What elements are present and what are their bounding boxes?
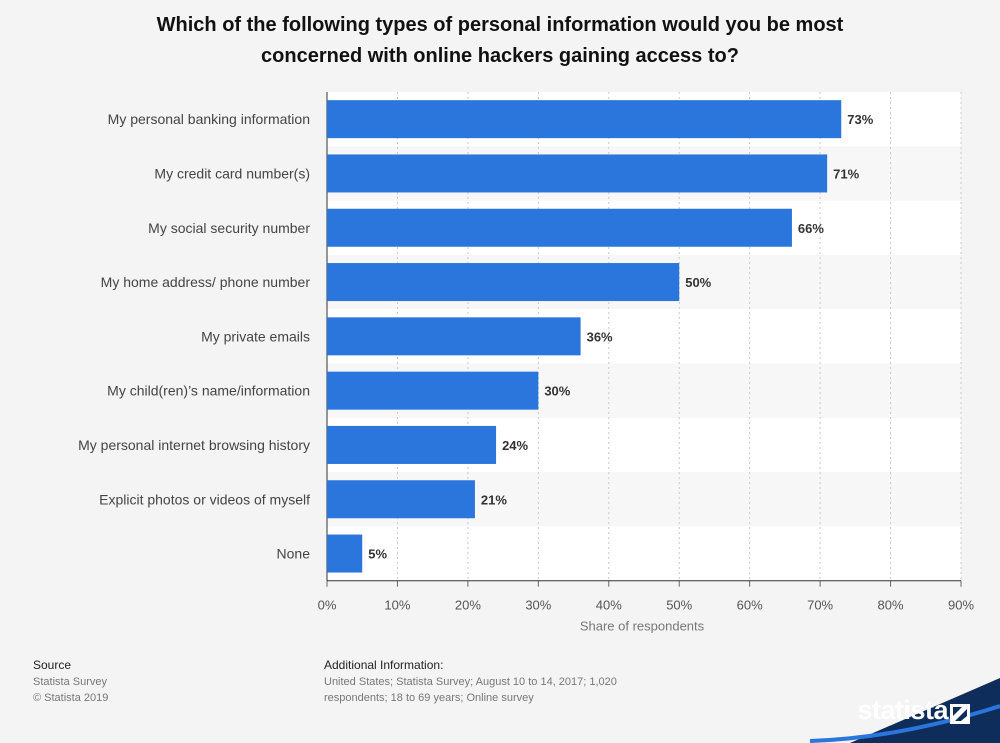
x-tick-label: 90% bbox=[948, 598, 974, 613]
logo-wordmark: statista bbox=[857, 695, 948, 725]
category-label: My social security number bbox=[148, 220, 310, 236]
bar bbox=[327, 425, 497, 464]
data-label: 36% bbox=[587, 329, 613, 344]
bar bbox=[327, 263, 680, 302]
additional-info-label: Additional Information: bbox=[324, 658, 444, 672]
additional-info-line: respondents; 18 to 69 years; Online surv… bbox=[324, 692, 534, 704]
bar bbox=[327, 208, 792, 247]
data-label: 50% bbox=[685, 275, 711, 290]
x-tick-label: 30% bbox=[525, 598, 551, 613]
bar bbox=[327, 100, 842, 139]
bar bbox=[327, 534, 363, 573]
bar bbox=[327, 480, 475, 519]
data-label: 21% bbox=[481, 492, 507, 507]
category-label: Explicit photos or videos of myself bbox=[99, 491, 310, 507]
category-label: My personal banking information bbox=[108, 111, 310, 127]
source-label: Source bbox=[33, 658, 72, 672]
data-label: 5% bbox=[368, 547, 387, 562]
statista-logo: statista bbox=[810, 678, 1000, 743]
logo-background bbox=[810, 678, 1000, 743]
bar bbox=[327, 371, 539, 410]
source-text: Statista Survey © Statista 2019 bbox=[33, 674, 108, 706]
x-tick-label: 60% bbox=[737, 598, 763, 613]
x-tick-label: 50% bbox=[666, 598, 692, 613]
x-tick-label: 10% bbox=[384, 598, 410, 613]
chart-title-line: concerned with online hackers gaining ac… bbox=[261, 45, 739, 67]
source-line: Statista Survey bbox=[33, 676, 107, 688]
category-label: My home address/ phone number bbox=[101, 274, 311, 290]
additional-info-line: United States; Statista Survey; August 1… bbox=[324, 676, 617, 688]
data-label: 71% bbox=[833, 166, 859, 181]
x-tick-label: 0% bbox=[318, 598, 337, 613]
data-label: 66% bbox=[798, 221, 824, 236]
data-label: 73% bbox=[847, 112, 873, 127]
category-label: None bbox=[277, 546, 311, 562]
bar bbox=[327, 317, 581, 356]
category-label: My child(ren)’s name/information bbox=[107, 383, 310, 399]
category-label: My credit card number(s) bbox=[154, 165, 310, 181]
x-tick-label: 70% bbox=[807, 598, 833, 613]
bar bbox=[327, 154, 828, 193]
x-tick-label: 40% bbox=[596, 598, 622, 613]
copyright-line: © Statista 2019 bbox=[33, 692, 109, 704]
bar-chart: 0% 10% 20% 30% 40% 50% 60% 70% 80% 90% My personal… bbox=[78, 92, 974, 634]
x-tick-label: 80% bbox=[878, 598, 904, 613]
data-label: 24% bbox=[502, 438, 528, 453]
x-axis-title: Share of respondents bbox=[580, 619, 705, 634]
chart-title: Which of the following types of personal… bbox=[0, 10, 1000, 72]
data-label: 30% bbox=[544, 384, 570, 399]
statista-logo-icon bbox=[950, 704, 970, 724]
chart-title-line: Which of the following types of personal… bbox=[156, 14, 844, 36]
x-tick-label: 20% bbox=[455, 598, 481, 613]
category-label: My private emails bbox=[201, 328, 310, 344]
category-label: My personal internet browsing history bbox=[78, 437, 310, 453]
additional-info-text: United States; Statista Survey; August 1… bbox=[324, 674, 617, 706]
